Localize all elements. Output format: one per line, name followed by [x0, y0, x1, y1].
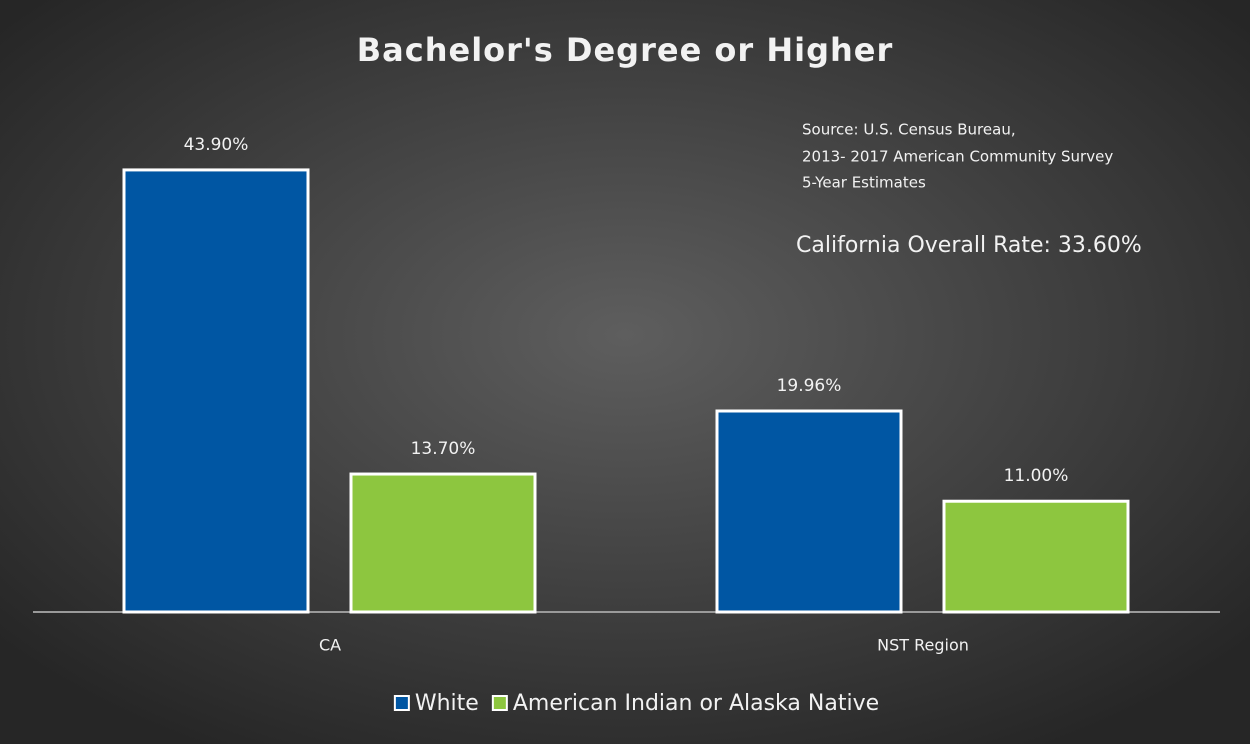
bar — [942, 499, 1130, 614]
legend-swatch — [393, 695, 410, 711]
data-label: 13.70% — [411, 439, 476, 459]
legend-label: American Indian or Alaska Native — [513, 691, 879, 716]
source-note: 2013- 2017 American Community Survey — [802, 148, 1113, 166]
legend-label: White — [415, 691, 479, 716]
overall-rate-note: California Overall Rate: 33.60% — [796, 233, 1142, 258]
bar — [349, 472, 537, 614]
data-label: 43.90% — [184, 135, 249, 155]
data-label: 19.96% — [777, 376, 842, 396]
bar — [122, 168, 310, 614]
legend-swatch — [491, 695, 508, 711]
chart-title: Bachelor's Degree or Higher — [357, 31, 893, 69]
x-tick-label: NST Region — [877, 636, 969, 655]
x-tick-label: CA — [319, 636, 341, 655]
source-note: Source: U.S. Census Bureau, — [802, 121, 1016, 139]
bar — [715, 409, 903, 614]
source-note: 5-Year Estimates — [802, 174, 926, 192]
data-label: 11.00% — [1004, 466, 1069, 486]
